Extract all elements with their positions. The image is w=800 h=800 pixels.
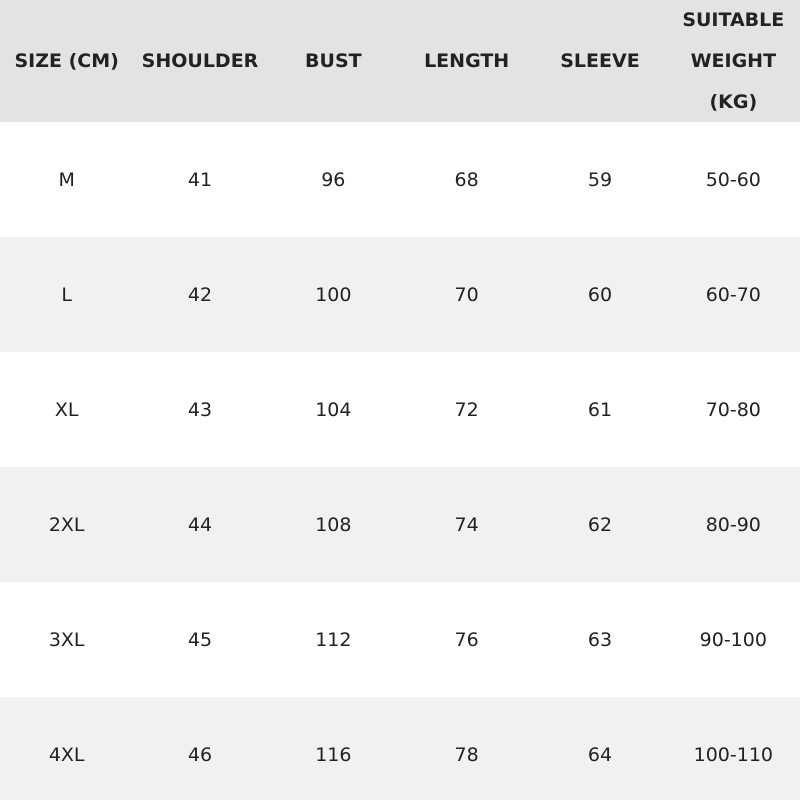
- header-cell: SIZE (CM): [0, 0, 133, 122]
- table-cell: 4XL: [48, 743, 85, 766]
- table-row: 2XL 44 108 74 62 80-90: [0, 467, 800, 582]
- table-cell: 104: [315, 398, 352, 421]
- header-text: LENGTH: [424, 49, 510, 72]
- table-cell: 74: [454, 513, 479, 536]
- table-cell: 59: [587, 168, 613, 191]
- header-cell: LENGTH: [400, 0, 533, 122]
- table-cell: 62: [587, 513, 613, 536]
- table-cell: 70: [454, 283, 479, 306]
- table-cell: M: [58, 168, 75, 191]
- header-text: SUITABLE WEIGHT (KG): [682, 8, 785, 113]
- table-cell: 45: [187, 628, 213, 651]
- table-cell: 72: [454, 398, 479, 421]
- header-cell: BUST: [267, 0, 400, 122]
- table-cell: 61: [587, 398, 613, 421]
- table-cell: 116: [315, 743, 352, 766]
- table-row: XL 43 104 72 61 70-80: [0, 352, 800, 467]
- table-cell: 43: [187, 398, 213, 421]
- table-row: M 41 96 68 59 50-60: [0, 122, 800, 237]
- table-cell: 96: [321, 168, 346, 191]
- table-cell: 70-80: [705, 398, 761, 421]
- header-text: BUST: [305, 49, 362, 72]
- header-text: SHOULDER: [141, 49, 259, 72]
- table-cell: 60-70: [705, 283, 761, 306]
- table-cell: 41: [187, 168, 213, 191]
- table-cell: 100: [315, 283, 352, 306]
- header-text: SIZE (CM): [14, 49, 119, 72]
- table-cell: 68: [454, 168, 479, 191]
- table-row: L 42 100 70 60 60-70: [0, 237, 800, 352]
- header-text: SLEEVE: [560, 49, 640, 72]
- table-cell: 60: [587, 283, 613, 306]
- table-cell: 78: [454, 743, 479, 766]
- header-row: SIZE (CM) SHOULDER BUST LENGTH SLEEVE SUITABL…: [0, 0, 800, 122]
- table-cell: 3XL: [48, 628, 85, 651]
- header-cell: SHOULDER: [133, 0, 266, 122]
- table-cell: 90-100: [699, 628, 767, 651]
- table-cell: L: [61, 283, 72, 306]
- table-cell: 44: [187, 513, 213, 536]
- table-cell: 46: [187, 743, 213, 766]
- table-cell: 76: [454, 628, 479, 651]
- header-cell: SLEEVE: [533, 0, 666, 122]
- table-row: 4XL 46 116 78 64 100-110: [0, 697, 800, 800]
- table-cell: 50-60: [705, 168, 761, 191]
- table-cell: XL: [54, 398, 79, 421]
- table-cell: 63: [587, 628, 613, 651]
- table-cell: 2XL: [48, 513, 85, 536]
- table-cell: 100-110: [693, 743, 773, 766]
- table-row: 3XL 45 112 76 63 90-100: [0, 582, 800, 697]
- table-cell: 112: [315, 628, 352, 651]
- header-cell: SUITABLE WEIGHT (KG): [667, 0, 800, 122]
- table-cell: 80-90: [705, 513, 761, 536]
- table-cell: 64: [587, 743, 613, 766]
- table-cell: 42: [187, 283, 213, 306]
- table-cell: 108: [315, 513, 352, 536]
